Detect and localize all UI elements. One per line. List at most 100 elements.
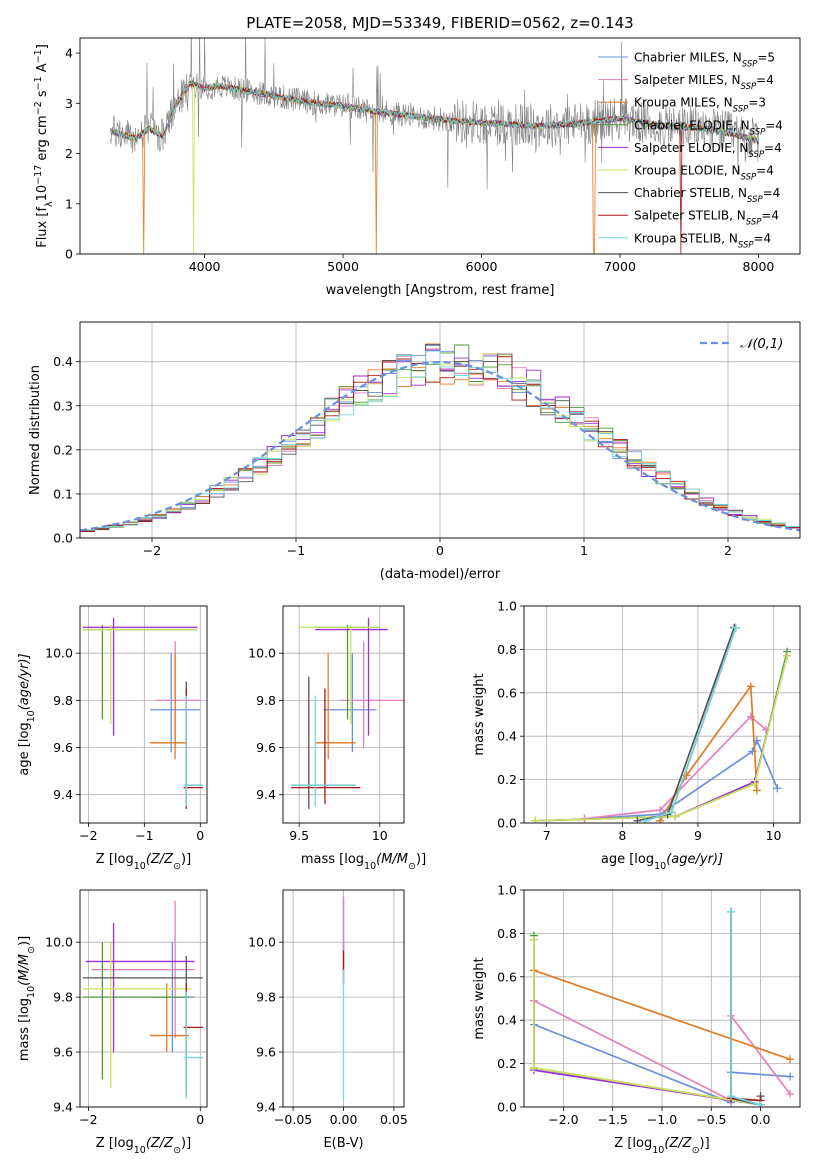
label-part: age [log	[601, 852, 654, 867]
y-tick-label: 1.0	[497, 883, 517, 898]
x-axis-label: (data-model)/error	[380, 567, 501, 582]
data-point-marker	[786, 1072, 795, 1081]
errorbar-group	[82, 900, 204, 1099]
legend-entry: Kroupa ELODIE, NSSP=4	[634, 164, 774, 183]
histogram-step-line	[80, 353, 800, 532]
x-tick-label: −2	[143, 543, 161, 558]
x-tick-label: 7000	[604, 259, 636, 274]
legend-part: SSP	[747, 195, 763, 205]
legend-part: SSP	[738, 240, 754, 250]
series-line	[535, 655, 788, 822]
x-tick-label: −1.5	[598, 1112, 628, 1127]
axes-frame	[282, 889, 405, 1108]
legend-entry: Chabrier STELIB, NSSP=4	[634, 186, 780, 205]
legend-part: =4	[765, 118, 783, 132]
label-part: (Z/Z	[664, 1136, 692, 1151]
label-part: 10	[654, 861, 666, 872]
x-tick-label: 0	[196, 1112, 204, 1127]
y-tick-label: 9.8	[53, 990, 73, 1005]
legend-part: Salpeter ELODIE, N	[634, 141, 748, 155]
series-group	[531, 623, 792, 823]
y-tick-label: 0.3	[53, 398, 73, 413]
y-tick-label: 2	[65, 146, 73, 161]
label-part: 10	[652, 1145, 664, 1156]
data-point-marker	[529, 935, 538, 944]
label-part: (age/yr)]	[666, 852, 723, 867]
label-part: (Z/Z	[146, 1136, 174, 1151]
x-tick-label: 0.00	[330, 1112, 358, 1127]
label-part: (Z/Z	[146, 852, 174, 867]
z-mass-panel: −2 09.49.69.810.0Z [log10(Z/Z⊙)]mass [log…	[17, 889, 208, 1156]
x-axis-label: mass [log10(M/M⊙)]	[301, 852, 426, 872]
x-axis-label: Z [log10(Z/Z⊙)]	[614, 1136, 709, 1156]
legend-part: =4	[761, 209, 779, 223]
y-tick-label: 0.6	[497, 685, 517, 700]
y-tick-label: 0.2	[497, 1056, 517, 1071]
label-part: )]	[181, 1136, 191, 1151]
spectrum-lines	[110, 38, 759, 254]
legend-part: SSP	[741, 173, 757, 183]
label-part: )]	[700, 1136, 710, 1151]
y-axis-label: mass weight	[472, 957, 487, 1039]
y-tick-label: 9.4	[256, 787, 276, 802]
label-part: Z [log	[96, 1136, 134, 1151]
x-axis-label: age [log10(age/yr)]	[601, 852, 723, 872]
legend-entry: Salpeter MILES, NSSP=4	[634, 73, 774, 92]
x-tick-label: −1.0	[647, 1112, 677, 1127]
data-point-marker	[750, 779, 759, 788]
data-point-marker	[773, 784, 782, 793]
legend-part: Chabrier STELIB, N	[634, 186, 747, 200]
normal-curve-line	[80, 360, 800, 532]
y-axis-label: mass weight	[472, 673, 487, 755]
legend-entry: Kroupa STELIB, NSSP=4	[634, 231, 771, 250]
data-point-marker	[756, 1100, 765, 1107]
label-part: s	[35, 90, 50, 101]
label-part: Flux [f	[35, 207, 50, 248]
axes-frame	[523, 889, 801, 1108]
x-tick-label: 0	[196, 828, 204, 843]
label-part: 10	[35, 185, 50, 202]
x-tick-label: 0	[436, 543, 444, 558]
x-axis-label: E(B-V)	[323, 1136, 363, 1151]
y-tick-label: 0.8	[497, 642, 517, 657]
data-point-marker	[731, 623, 740, 632]
series-line	[533, 939, 761, 1106]
label-part: Z [log	[96, 852, 134, 867]
x-tick-label: 2	[724, 543, 732, 558]
x-tick-label: 8000	[743, 259, 775, 274]
data-point-marker	[633, 816, 642, 823]
data-point-marker	[656, 805, 665, 814]
series-line	[644, 627, 737, 822]
y-tick-label: 0.6	[497, 969, 517, 984]
histogram-lines	[80, 343, 800, 533]
y-tick-label: 4	[65, 46, 73, 61]
label-part: 10	[134, 861, 146, 872]
data-point-marker	[667, 808, 676, 817]
y-tick-label: 9.8	[256, 693, 276, 708]
x-tick-label: −0.05	[274, 1112, 312, 1127]
legend-entry: Kroupa MILES, NSSP=3	[634, 96, 766, 115]
histogram-step-line	[80, 356, 800, 532]
axes-frame	[79, 37, 801, 255]
label-part: −2	[33, 101, 44, 115]
series-line	[730, 911, 762, 1106]
label-part: )]	[416, 852, 426, 867]
label-part: −1	[33, 76, 44, 90]
y-axis-label: Normed distribution	[28, 365, 43, 495]
legend-part: Chabrier MILES, N	[634, 51, 742, 65]
label-part: A	[35, 63, 50, 76]
y-tick-label: 0.1	[53, 486, 73, 501]
errorbar-group	[82, 617, 204, 809]
y-tick-label: 10.0	[45, 935, 73, 950]
legend-part: SSP	[748, 150, 764, 160]
y-tick-label: 0	[65, 247, 73, 262]
age-weight-panel: 7 8 9 10 0.0 0.2 0.4 0.6 0.8 1.0 mass weight age [l…	[472, 599, 801, 872]
label-part: −17	[33, 165, 44, 185]
data-point-marker	[727, 907, 735, 916]
y-tick-label: 9.8	[53, 693, 73, 708]
legend-entry: Salpeter ELODIE, NSSP=4	[634, 141, 782, 160]
legend-part: Kroupa MILES, N	[634, 96, 733, 110]
y-axis-label: Flux [fλ10−17 erg cm−2 s−1 A−1]	[33, 44, 55, 248]
data-point-marker	[746, 712, 755, 721]
